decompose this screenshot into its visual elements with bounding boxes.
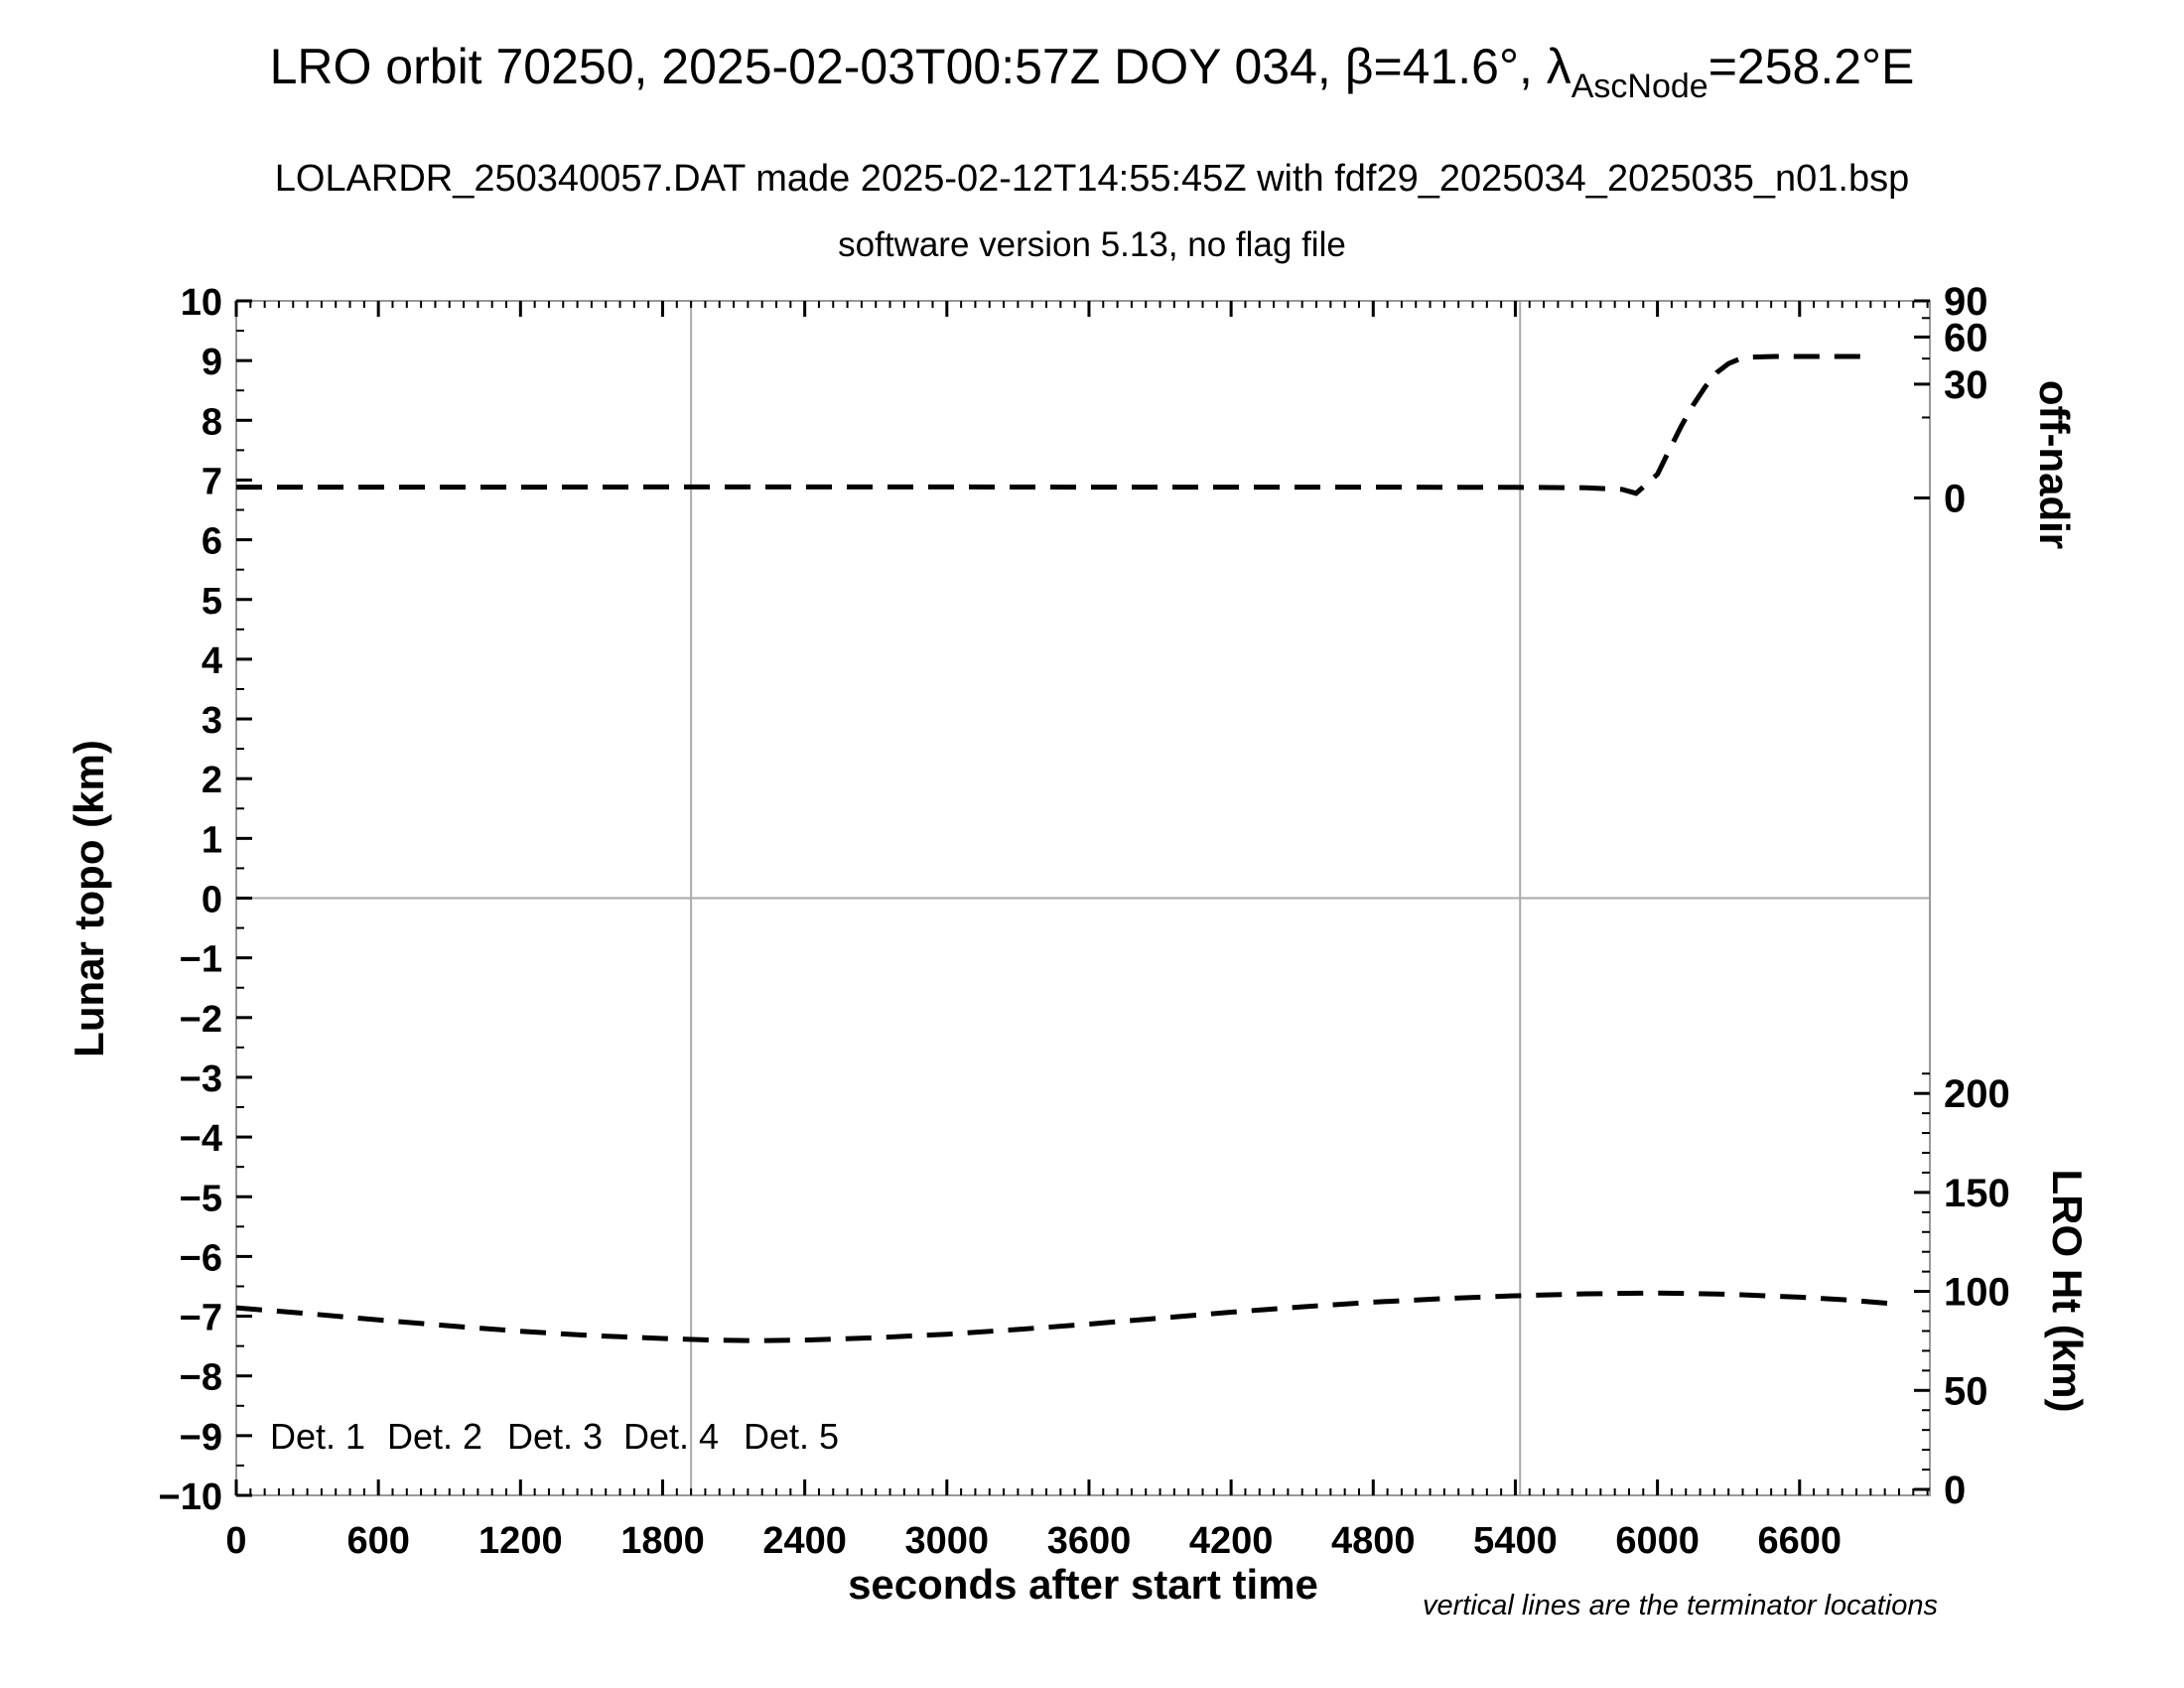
y-tick-label: 5 [202,581,222,623]
y-tick-label: 4 [202,640,222,682]
left-axis-title: Lunar topo (km) [66,740,112,1057]
offnadir-tick-label: 60 [1944,316,1988,359]
ht-tick-label: 150 [1944,1172,2010,1215]
y-tick-label: −5 [180,1178,222,1219]
y-tick-label: −10 [159,1477,222,1518]
x-tick-label: 6600 [1757,1520,1842,1562]
offnadir-axis-title: off-nadir [2031,380,2078,549]
title-suffix-text: =258.2°E [1708,39,1915,94]
axes-layer [234,299,1931,1497]
x-tick-label: 3600 [1047,1520,1132,1562]
x-axis-title: seconds after start time [848,1561,1318,1608]
subtitle-version-line: software version 5.13, no flag file [838,225,1346,264]
x-tick-label: 4200 [1189,1520,1274,1562]
series-curve-lro-height [235,1290,1900,1343]
offnadir-tick-label: 90 [1944,280,1988,324]
x-tick-label: 5400 [1473,1520,1558,1562]
y-tick-label: 10 [181,282,222,324]
x-tick-label: 1200 [478,1520,563,1562]
title-main-text: LRO orbit 70250, 2025-02-03T00:57Z DOY 0… [270,39,1571,94]
y-tick-label: 6 [202,521,222,563]
y-tick-label: 0 [202,880,222,921]
y-tick-label: 7 [202,461,222,502]
ht-tick-label: 0 [1944,1469,1966,1512]
ht-tick-label: 100 [1944,1271,2010,1315]
y-tick-label: −2 [180,999,222,1041]
y-tick-label: −1 [180,939,222,981]
y-tick-label: −7 [180,1298,222,1339]
legend-item-label: Det. 2 [387,1416,482,1457]
ht-tick-label: 50 [1944,1369,1988,1413]
legend-item-label: Det. 4 [623,1416,719,1457]
x-tick-label: 4800 [1331,1520,1416,1562]
curve-layer [235,353,1900,1343]
page-title: LRO orbit 70250, 2025-02-03T00:57Z DOY 0… [270,39,1915,105]
legend-item-label: Det. 1 [270,1416,365,1457]
x-tick-label: 1800 [620,1520,705,1562]
y-tick-label: 2 [202,760,222,801]
tick-label-layer: 0 600 1200 1800 2400 3000 3600 4200 4800 5400 6000… [159,280,2010,1562]
y-tick-label: −8 [180,1357,222,1399]
legend-item-label: Det. 5 [744,1416,839,1457]
terminator-footnote: vertical lines are the terminator locati… [1423,1590,1938,1621]
grid-layer [236,301,1930,1495]
y-tick-label: −6 [180,1237,222,1279]
x-tick-label: 0 [225,1520,246,1562]
y-tick-label: −9 [180,1417,222,1459]
y-tick-label: 8 [202,401,222,443]
legend-layer: Det. 1 Det. 2 Det. 3 Det. 4 Det. 5 [270,1416,839,1457]
offnadir-tick-label: 30 [1944,363,1988,407]
offnadir-tick-label: 0 [1944,477,1966,520]
x-tick-label: 600 [346,1520,409,1562]
x-tick-label: 2400 [762,1520,847,1562]
y-tick-label: 3 [202,700,222,742]
lro-ht-axis-title: LRO Ht (km) [2044,1170,2091,1413]
legend-item-label: Det. 3 [507,1416,603,1457]
y-tick-label: −3 [180,1058,222,1100]
y-tick-label: 9 [202,342,222,383]
ht-tick-label: 200 [1944,1072,2010,1116]
x-tick-label: 3000 [905,1520,990,1562]
title-subscript-text: AscNode [1571,68,1708,105]
y-tick-label: 1 [202,819,222,861]
y-tick-label: −4 [180,1118,222,1160]
subtitle-file-line: LOLARDR_250340057.DAT made 2025-02-12T14… [275,158,1910,200]
x-tick-label: 6000 [1615,1520,1700,1562]
series-curve-off-nadir-angle [236,353,1871,496]
